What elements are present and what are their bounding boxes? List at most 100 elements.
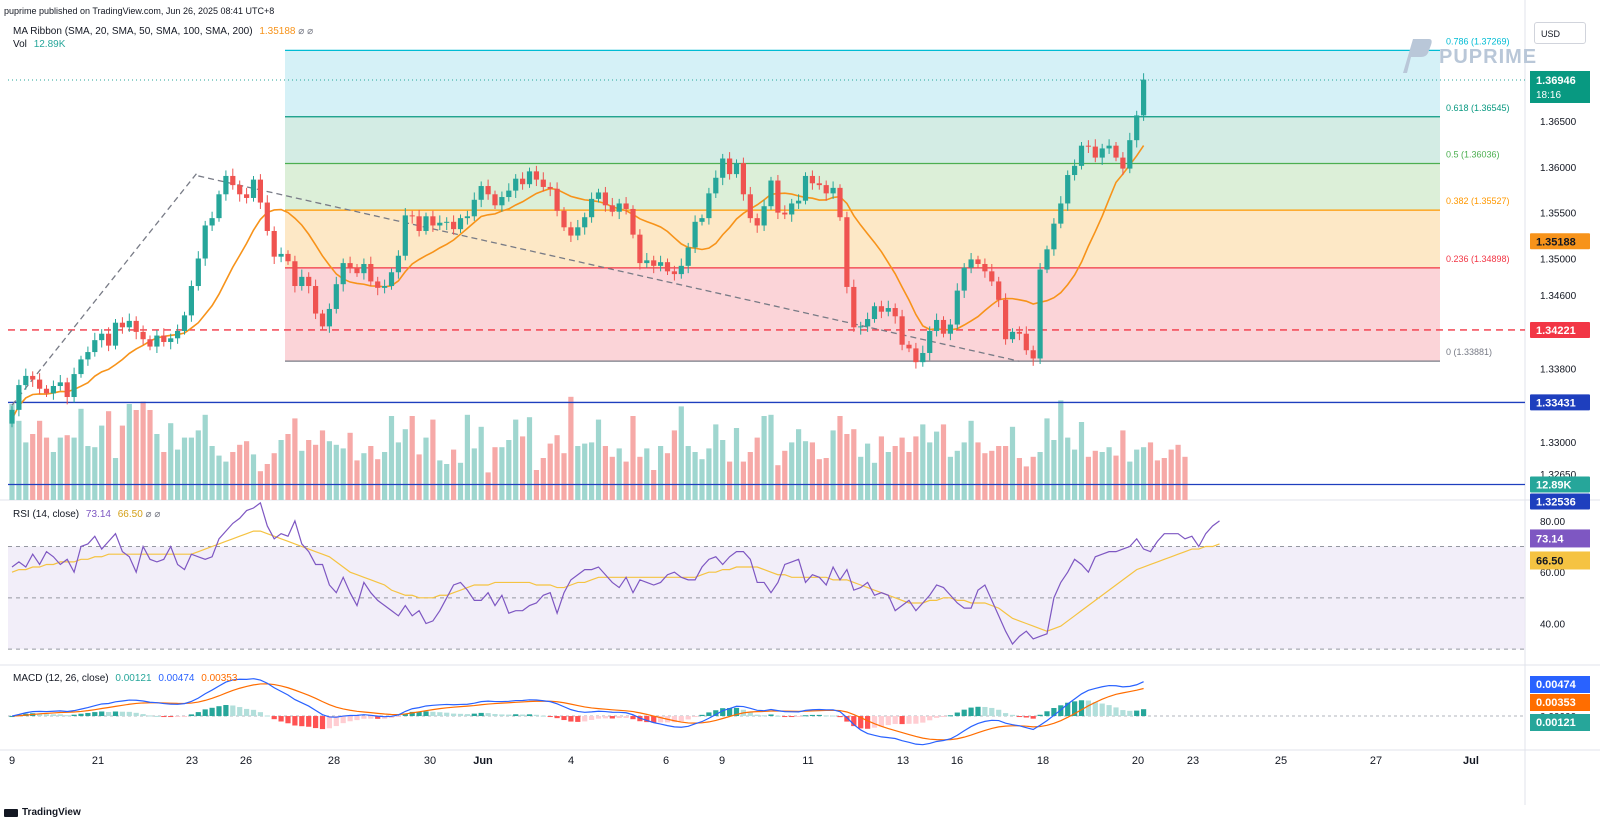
volume-bar [858,456,864,500]
volume-bar [347,432,353,500]
rsi-line [11,501,1220,646]
macd-histogram-bar [216,706,222,717]
macd-histogram-bar [747,712,753,717]
volume-bar [1085,456,1091,500]
candle-body [526,171,533,185]
volume-bar [720,440,726,500]
volume-bar [313,444,319,500]
volume-legend[interactable]: Vol 12.89K [13,39,65,50]
volume-bar [1182,456,1188,500]
macd-histogram-bar [754,714,760,717]
macd-histogram-bar [202,709,208,717]
volume-bar [878,436,884,500]
bar-countdown: 18:16 [1536,90,1561,101]
volume-bar [457,462,464,500]
x-axis-tick: 28 [328,755,340,767]
volume-bar [989,450,995,500]
macd-histogram-bar [761,715,767,717]
volume-bar [1072,449,1078,500]
candle-body [64,382,70,398]
volume-bar [499,447,505,500]
volume-bar [954,450,960,500]
candle-body [671,271,677,275]
candle-body [188,286,194,316]
volume-bar [106,411,112,500]
candle-body [250,179,257,198]
candle-body [354,267,360,274]
candle-body [816,183,822,186]
rsi-legend[interactable]: RSI (14, close) 73.14 66.50 ⌀ ⌀ [13,509,161,520]
volume-bar [492,447,498,500]
macd-histogram-bar [161,716,167,718]
volume-bar [692,452,698,500]
fib-level-label: 0.618 (1.36545) [1446,103,1510,113]
tradingview-brand[interactable]: TradingView [4,807,81,818]
x-axis-tick: 23 [1187,755,1199,767]
candle-body [37,379,43,389]
rsi-ma-line [11,530,1220,632]
macd-line [11,678,1144,746]
macd-histogram-bar [451,713,457,717]
candle-body [968,259,974,268]
macd-histogram-bar [996,709,1002,717]
candle-body [112,322,119,346]
macd-legend[interactable]: MACD (12, 26, close) 0.00121 0.00474 0.0… [13,673,237,684]
macd-histogram-bar [947,715,953,717]
candle-body [982,264,988,272]
macd-histogram-bar [975,706,981,717]
volume-bar [685,446,691,500]
candle-body [768,180,774,207]
candle-body [554,188,560,211]
candle-body [126,320,132,328]
macd-histogram-bar [885,716,891,726]
volume-bar [844,434,850,500]
candle-body [975,259,981,265]
candle-body [181,315,188,331]
macd-histogram-bar [989,707,995,717]
volume-bar [1106,447,1112,500]
macd-histogram-bar [478,712,484,717]
macd-histogram-bar [623,716,629,719]
macd-histogram-bar [1078,700,1085,717]
candle-body [451,221,457,230]
macd-histogram-bar [375,716,381,719]
volume-bar [775,465,781,500]
volume-bar [513,419,519,500]
macd-histogram-bar [85,712,91,717]
candle-body [796,200,802,204]
macd-histogram-bar [692,716,698,718]
macd-histogram-bar [768,714,774,717]
ma-ribbon-legend[interactable]: MA Ribbon (SMA, 20, SMA, 50, SMA, 100, S… [13,26,314,37]
candle-body [802,175,809,201]
candle-body [333,284,339,309]
candle-body [285,253,291,262]
volume-bar [913,436,919,500]
volume-badge: 12.89K [1536,480,1572,492]
macd-histogram-bar [671,716,677,723]
volume-bar [733,428,740,500]
macd-histogram-bar [540,715,546,717]
volume-bar [982,453,988,500]
macd-line-value: 0.00474 [158,673,195,684]
macd-histogram-bar [319,716,326,730]
candle-body [761,206,767,226]
currency-selector[interactable]: USD [1534,22,1586,44]
candle-body [464,216,470,219]
macd-histogram-bar [1023,716,1029,718]
volume-bar [1009,426,1016,500]
volume-bar [789,442,795,500]
macd-histogram-bar [416,711,422,717]
volume-bar [395,442,401,500]
macd-histogram-bar [1051,708,1057,717]
volume-bar [264,464,270,500]
blue-level-badge-2: 1.32536 [1536,497,1576,509]
volume-bar [740,461,746,500]
candle-body [823,185,829,194]
volume-bar [554,435,560,500]
candle-body [140,331,146,340]
macd-signal-badge: 0.00353 [1536,697,1576,709]
candle-body [1058,203,1064,224]
candle-body [1009,331,1016,340]
volume-bar [416,454,422,500]
